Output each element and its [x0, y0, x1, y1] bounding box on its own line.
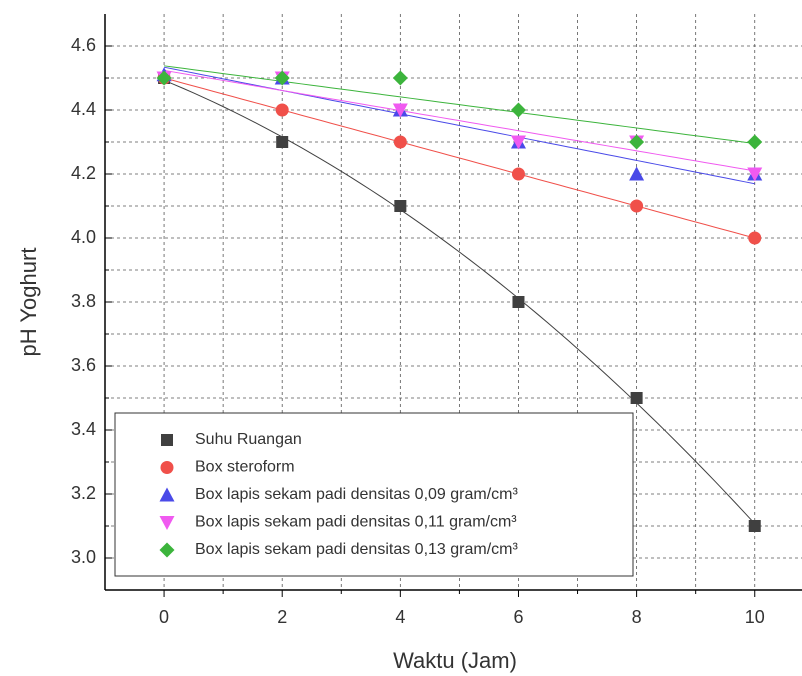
marker — [159, 487, 175, 502]
marker — [630, 392, 643, 404]
marker — [275, 103, 289, 117]
legend-box — [114, 412, 634, 577]
y-tick-label: 4.4 — [71, 99, 96, 119]
x-tick-label: 0 — [159, 607, 169, 627]
x-axis-title: Waktu (Jam) — [393, 648, 517, 673]
marker — [159, 516, 175, 530]
marker — [392, 70, 408, 86]
marker — [274, 70, 290, 86]
x-tick-label: 10 — [745, 607, 765, 627]
legend-label: Box steroform — [195, 459, 295, 476]
marker — [747, 167, 763, 182]
marker — [393, 135, 407, 149]
x-tick-label: 6 — [513, 607, 523, 627]
y-tick-label: 4.2 — [71, 163, 96, 183]
y-tick-label: 4.6 — [71, 35, 96, 55]
marker — [510, 102, 526, 118]
y-tick-label: 3.6 — [71, 355, 96, 375]
legend: Suhu Ruangan Box steroform Box lapis sekam… — [114, 412, 634, 577]
fit-line — [164, 65, 755, 145]
fit-line — [163, 66, 755, 185]
y-tick-label: 3.8 — [71, 291, 96, 311]
legend-label: Box lapis sekam padi densitas 0,11 gram/… — [195, 514, 517, 531]
y-tick-label: 3.2 — [71, 483, 96, 503]
marker — [276, 136, 289, 148]
marker — [394, 200, 407, 212]
fit-line — [163, 79, 756, 525]
x-tick-label: 8 — [632, 607, 642, 627]
y-tick-label: 4.0 — [71, 227, 96, 247]
marker — [159, 542, 175, 558]
legend-label: Box lapis sekam padi densitas 0,13 gram/… — [195, 541, 518, 558]
marker — [392, 103, 408, 118]
marker — [161, 434, 173, 446]
y-tick-label: 3.0 — [71, 547, 96, 567]
marker — [510, 135, 526, 150]
marker — [748, 231, 762, 245]
x-tick-label: 4 — [395, 607, 405, 627]
plot — [156, 65, 763, 532]
marker — [748, 520, 761, 532]
marker — [512, 296, 525, 308]
legend-label: Box lapis sekam padi densitas 0,09 gram/… — [195, 486, 518, 503]
marker — [629, 134, 645, 150]
marker — [160, 461, 174, 474]
x-tick-label: 2 — [277, 607, 287, 627]
marker — [156, 70, 172, 86]
marker — [629, 166, 645, 181]
fit-line — [163, 77, 755, 239]
marker — [630, 199, 644, 213]
legend-label: Suhu Ruangan — [195, 431, 302, 448]
fit-line — [163, 69, 755, 172]
y-axis-title: pH Yoghurt — [16, 248, 41, 357]
marker — [511, 167, 525, 181]
marker — [747, 134, 763, 150]
y-tick-label: 3.4 — [71, 419, 96, 439]
